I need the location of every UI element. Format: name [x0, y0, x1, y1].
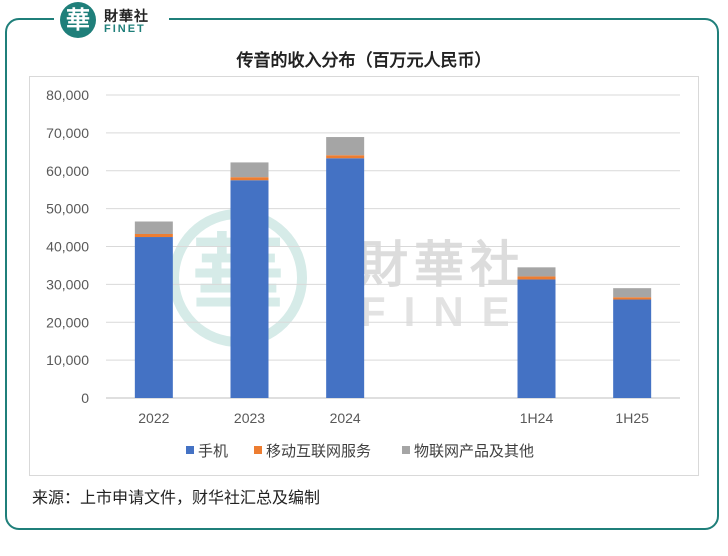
bar-1H24-series-0: [517, 279, 556, 398]
y-tick-label: 0: [81, 390, 89, 406]
y-tick-label: 60,000: [46, 163, 89, 179]
legend-swatch: [254, 446, 262, 454]
logo-seal-icon: 華: [60, 2, 96, 38]
x-tick-label: 2024: [330, 410, 361, 426]
legend-swatch: [186, 446, 194, 454]
x-tick-label: 2023: [234, 410, 265, 426]
watermark-name-cn: 財華社: [358, 236, 526, 294]
bar-2022-series-0: [134, 237, 173, 398]
chart-title: 传音的收入分布（百万元人民币）: [236, 51, 492, 71]
bar-2023-series-2: [230, 162, 269, 178]
y-tick-label: 10,000: [46, 352, 89, 368]
x-tick-label: 1H25: [615, 410, 649, 426]
legend-swatch: [402, 446, 410, 454]
bar-2024-series-1: [326, 155, 365, 159]
legend-label: 手机: [198, 442, 228, 460]
bar-1H24-series-2: [517, 267, 556, 277]
plot-area-border: [29, 76, 699, 476]
y-tick-label: 40,000: [46, 239, 89, 255]
y-tick-label: 80,000: [46, 87, 89, 103]
bar-2024-series-0: [326, 158, 365, 398]
source-note: 来源：上市申请文件，财华社汇总及编制: [32, 488, 321, 507]
legend-label: 物联网产品及其他: [414, 442, 534, 460]
bar-2024-series-2: [326, 137, 365, 156]
finet-logo: 華 財華社 FINET: [54, 0, 169, 40]
bar-2023-series-0: [230, 180, 269, 398]
bar-2022-series-1: [134, 234, 173, 238]
bar-1H25-series-0: [613, 299, 652, 398]
logo-name-en: FINET: [104, 23, 146, 35]
legend-label: 移动互联网服务: [266, 442, 371, 460]
x-tick-label: 1H24: [520, 410, 554, 426]
y-tick-label: 50,000: [46, 201, 89, 217]
bar-2023-series-1: [230, 177, 269, 181]
y-tick-label: 30,000: [46, 276, 89, 292]
y-tick-label: 20,000: [46, 314, 89, 330]
bar-2022-series-2: [134, 221, 173, 235]
y-tick-label: 70,000: [46, 125, 89, 141]
logo-name-cn: 財華社: [104, 9, 149, 25]
x-tick-label: 2022: [138, 410, 169, 426]
bar-1H24-series-1: [517, 276, 556, 280]
bar-1H25-series-2: [613, 288, 652, 298]
bar-1H25-series-1: [613, 297, 652, 300]
